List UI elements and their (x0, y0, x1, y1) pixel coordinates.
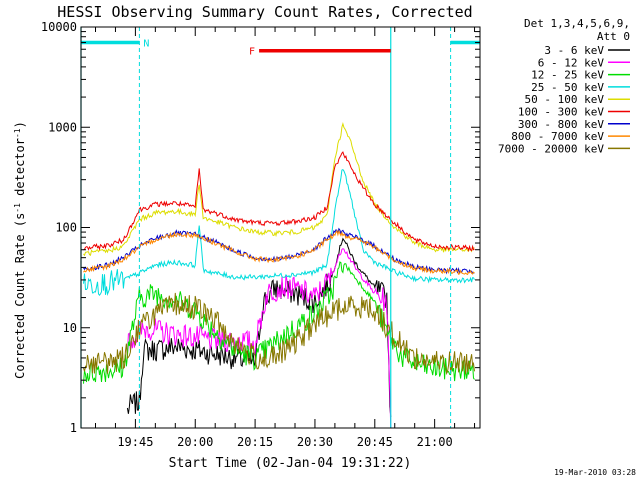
x-tick-label-4: 20:45 (357, 435, 393, 449)
y-tick-label-4: 10000 (41, 20, 77, 34)
series-line-5 (83, 151, 475, 252)
y-axis-label-sup-2: -1 (13, 128, 22, 138)
y-tick-label-2: 100 (55, 221, 77, 235)
y-tick-label-0: 1 (70, 421, 77, 435)
x-tick-label-3: 20:30 (297, 435, 333, 449)
y-axis-label-close: ) (13, 121, 27, 128)
legend-label-4: 50 - 100 keV (525, 93, 605, 106)
legend-header-line2: Att 0 (597, 30, 630, 43)
x-tick-label-2: 20:15 (237, 435, 273, 449)
series-line-7 (83, 229, 475, 276)
y-tick-label-1: 10 (63, 321, 77, 335)
x-axis-label: Start Time (02-Jan-04 19:31:22) (169, 456, 412, 471)
y-tick-label-3: 1000 (48, 120, 77, 134)
annotation-1-label: F (249, 47, 255, 58)
legend-label-1: 6 - 12 keV (538, 56, 605, 69)
legend-label-0: 3 - 6 keV (544, 44, 604, 57)
x-tick-label-0: 19:45 (117, 435, 153, 449)
annotation-0-label: N (143, 39, 149, 50)
legend-label-6: 300 - 800 keV (518, 118, 604, 131)
y-axis-label-main: Corrected Count Rate (s (13, 213, 27, 379)
legend-header-line1: Det 1,3,4,5,6,9, (524, 17, 630, 30)
x-tick-label-5: 21:00 (417, 435, 453, 449)
series-line-8 (83, 292, 475, 376)
legend-label-7: 800 - 7000 keV (511, 130, 604, 143)
series-line-4 (83, 122, 475, 257)
series-line-3 (83, 168, 475, 297)
plot-frame (80, 26, 481, 429)
legend-label-3: 25 - 50 keV (531, 81, 604, 94)
y-axis-label-sup-1: -1 (13, 203, 22, 213)
y-axis-label-tail: detector (13, 138, 27, 203)
legend-label-8: 7000 - 20000 keV (498, 142, 604, 155)
y-axis-label: Corrected Count Rate (s-1 detector-1) (13, 121, 27, 379)
footer-timestamp: 19-Mar-2010 03:28 (554, 468, 636, 477)
series-line-0 (126, 237, 392, 418)
series-line-6 (83, 227, 475, 275)
x-tick-label-1: 20:00 (177, 435, 213, 449)
legend-label-2: 12 - 25 keV (531, 69, 604, 82)
series-line-1 (126, 248, 392, 428)
chart-title: HESSI Observing Summary Count Rates, Cor… (57, 3, 472, 21)
legend-label-5: 100 - 300 keV (518, 106, 604, 119)
